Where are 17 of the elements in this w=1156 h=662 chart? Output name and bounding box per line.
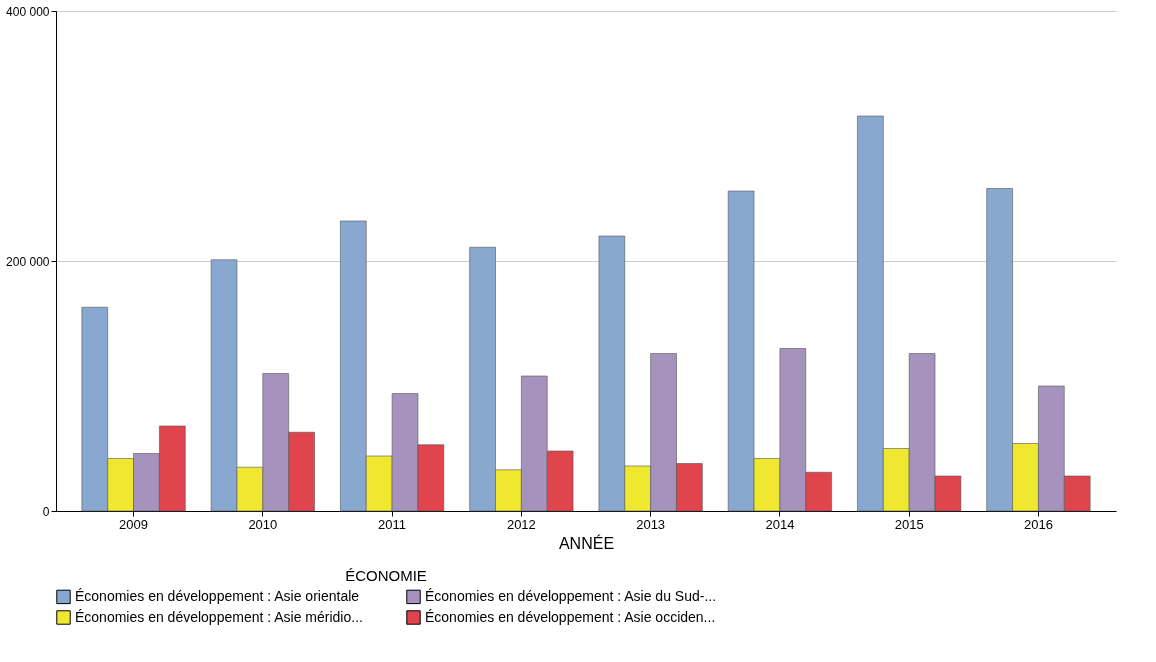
x-tick-label: 2011 [378,516,407,532]
x-tick-label: 2012 [506,516,536,532]
y-tick-label: 200 000 [6,254,50,269]
legend-label: Économies en développement : Asie orientale [75,587,360,604]
y-tick-label: 0 [42,504,50,519]
x-tick-label: 2016 [1023,516,1053,532]
x-tick-label: 2010 [248,516,278,532]
x-axis-title: ANNÉE [558,533,615,552]
x-tick-label: 2014 [765,516,795,532]
legend-label: Économies en développement : Asie occiden... [425,608,716,625]
x-tick-label: 2015 [894,516,924,532]
x-tick-label: 2009 [119,516,149,532]
y-tick-label: 400 000 [6,4,50,19]
legend-title: ÉCONOMIE [345,567,427,584]
legend-label: Économies en développement : Asie méridio... [75,608,363,625]
x-tick-label: 2013 [636,516,666,532]
legend-label: Économies en développement : Asie du Sud-... [425,587,717,604]
